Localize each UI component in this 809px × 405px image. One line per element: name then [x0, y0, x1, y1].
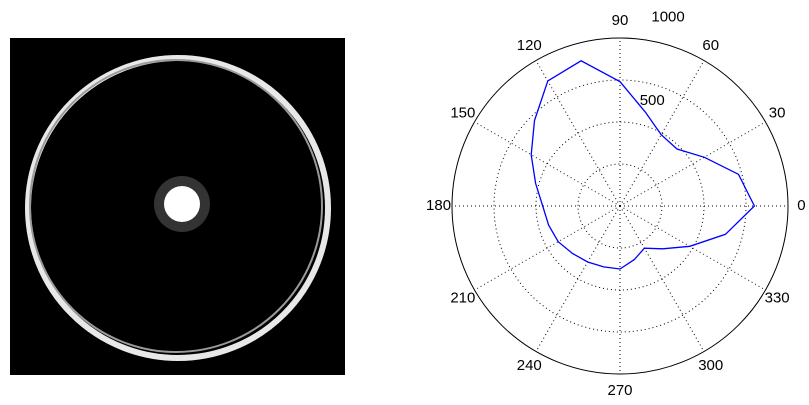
spoke: [535, 60, 621, 207]
spoke: [535, 205, 621, 352]
grid-circle: [493, 79, 747, 333]
angle-label: 210: [450, 289, 475, 306]
r-tick-label: 500: [640, 92, 665, 109]
angle-label: 120: [517, 37, 542, 54]
ring-inner: [29, 59, 323, 353]
grid-circle: [577, 163, 663, 249]
spoke: [474, 205, 621, 291]
spoke: [474, 121, 621, 207]
angle-label: 240: [517, 357, 542, 374]
spot: [164, 186, 200, 222]
spoke: [619, 205, 705, 352]
data-line: [530, 60, 756, 270]
angle-label: 180: [426, 197, 451, 214]
angle-label: 60: [702, 37, 719, 54]
spoke: [619, 121, 766, 207]
r-tick-label: 1000: [651, 9, 684, 26]
angle-label: 0: [797, 197, 805, 214]
ring: [25, 55, 331, 361]
angle-label: 150: [450, 105, 475, 122]
grid-circle: [535, 121, 705, 291]
angle-label: 330: [765, 289, 790, 306]
angle-label: 90: [612, 12, 629, 29]
grid-circle: [451, 37, 789, 375]
photo: [10, 38, 345, 375]
angle-label: 30: [769, 105, 786, 122]
angle-label: 300: [698, 357, 723, 374]
angle-label: 270: [607, 382, 632, 399]
spoke: [619, 205, 766, 291]
spoke: [619, 60, 705, 207]
